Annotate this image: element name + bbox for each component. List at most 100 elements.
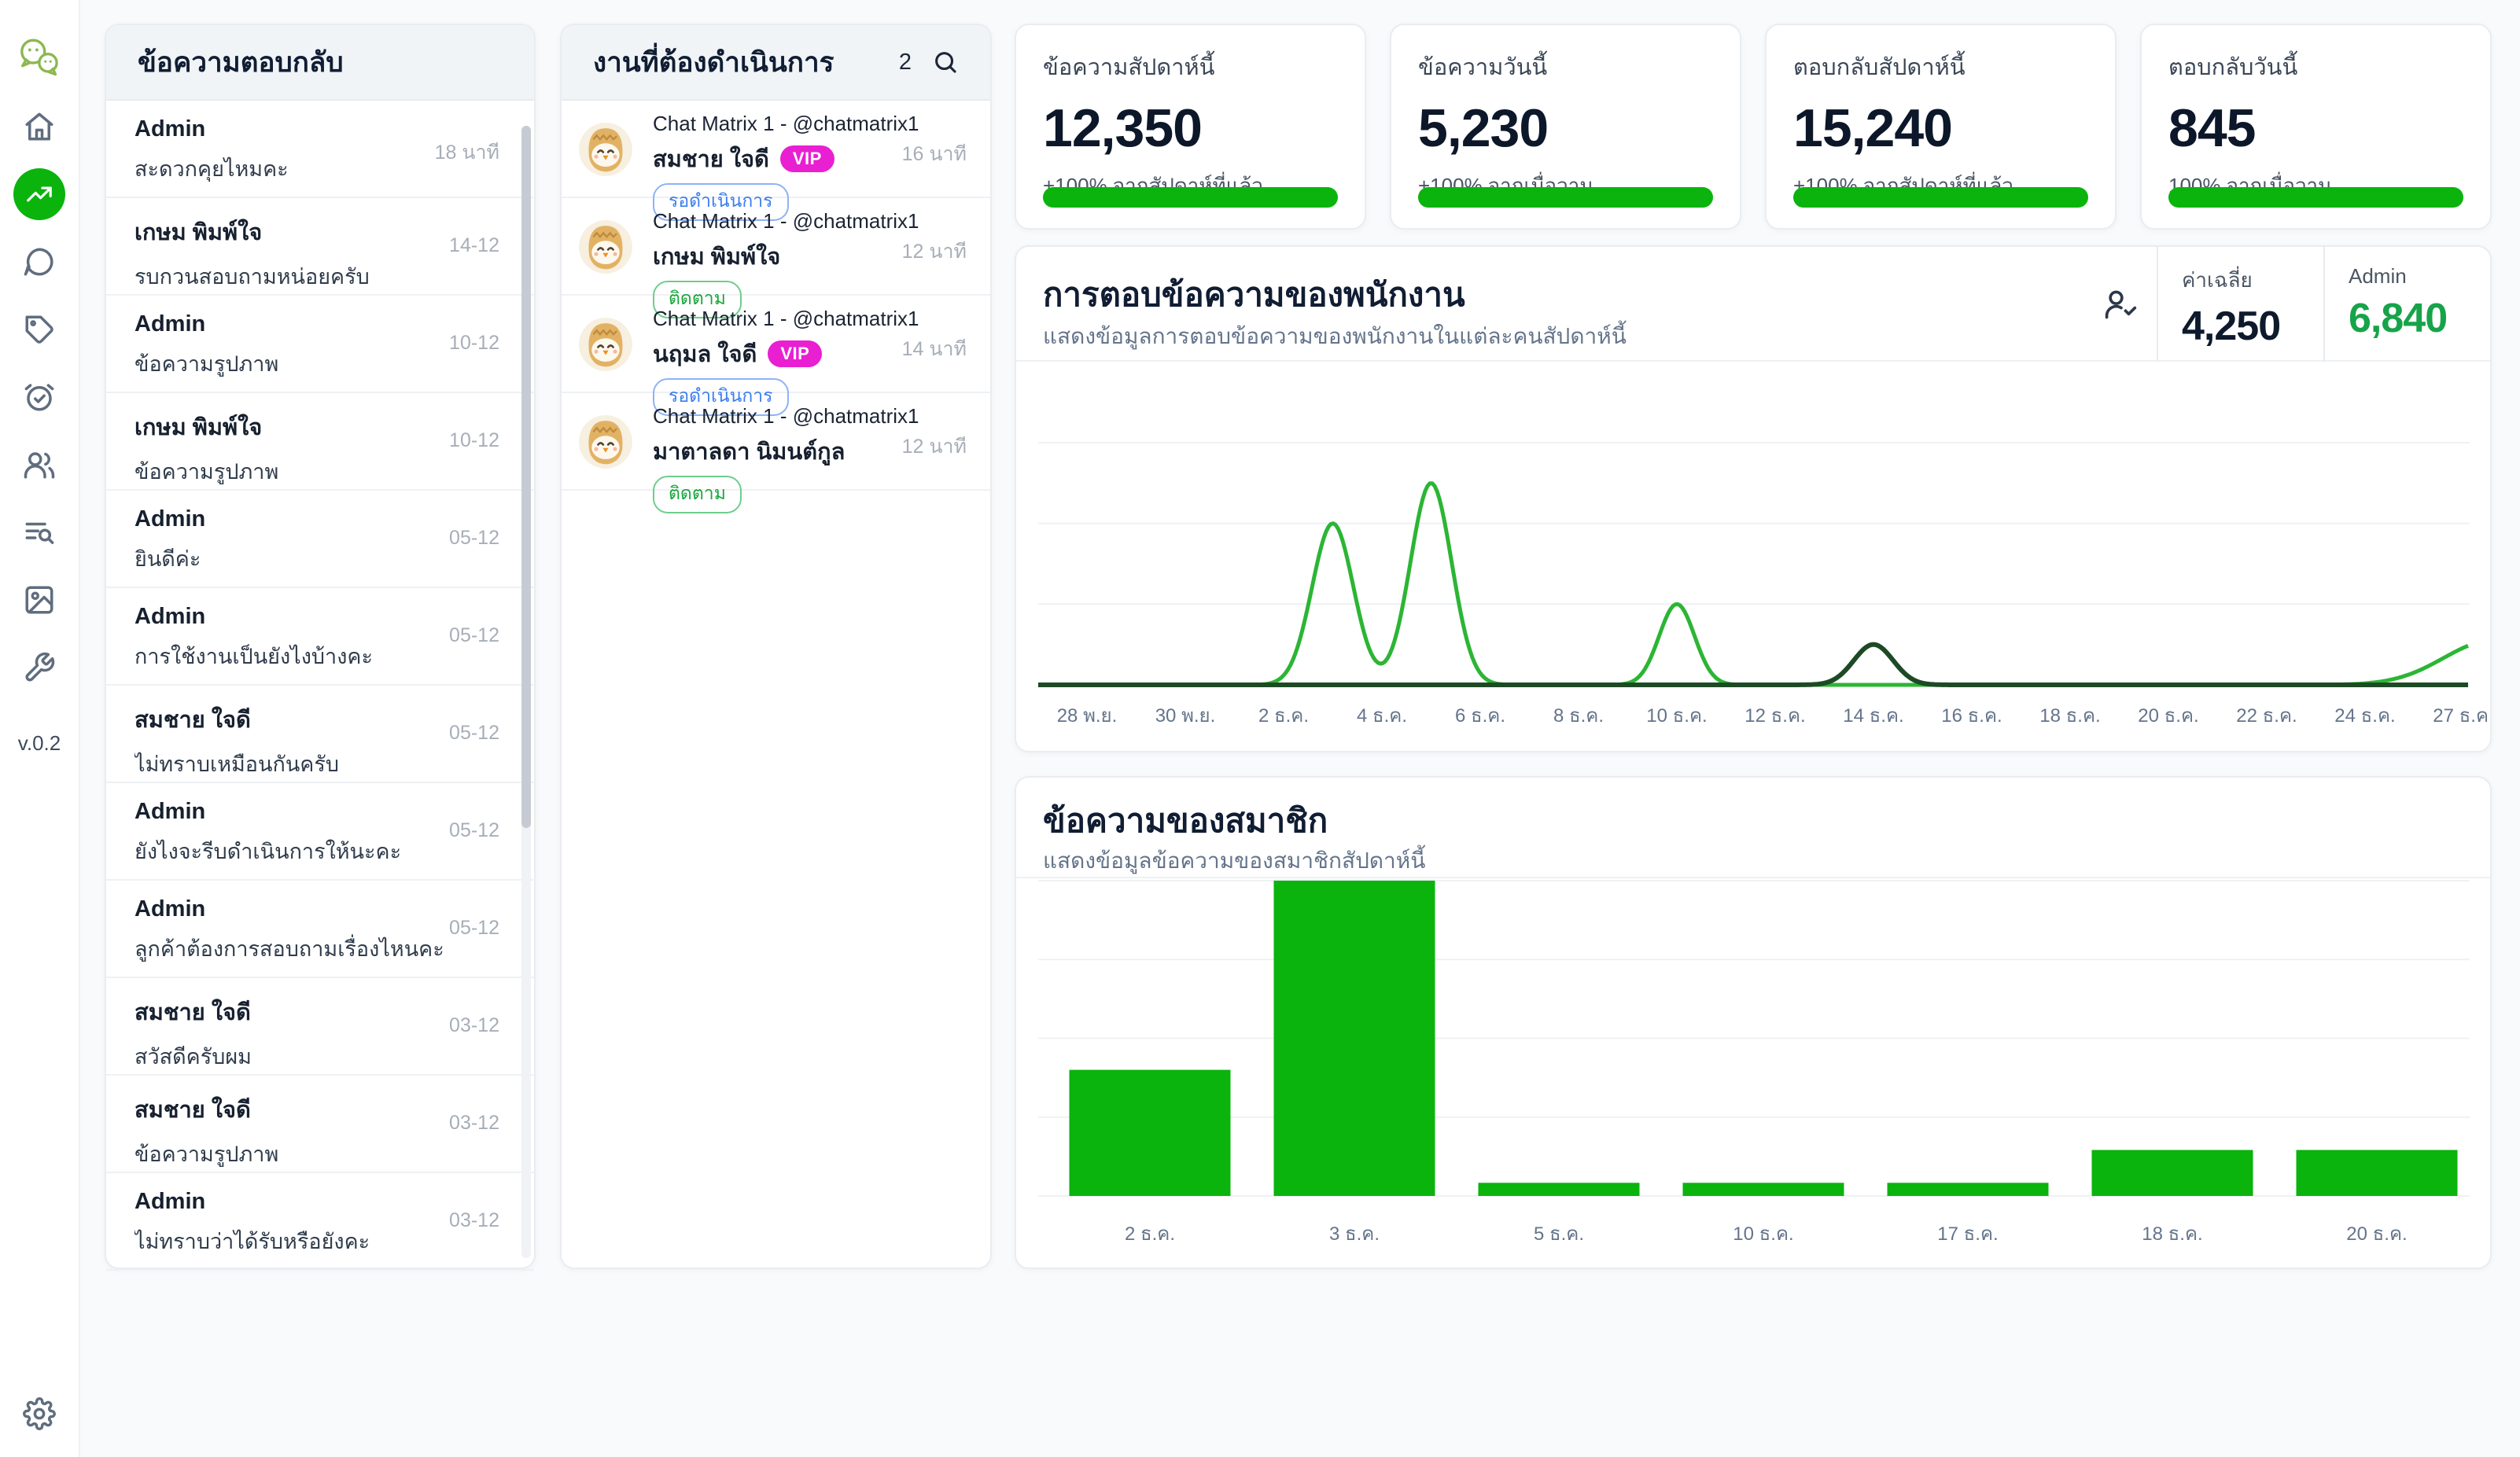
svg-text:20 ธ.ค.: 20 ธ.ค. [2346, 1223, 2407, 1245]
task-channel: Chat Matrix 1 - @chatmatrix1 [653, 307, 919, 330]
reply-sender: Admin [134, 506, 206, 532]
reply-list-item[interactable]: เกษม พิมพ์ใจ รบกวนสอบถามหน่อยครับ 14-12 [106, 198, 534, 296]
tasks-panel-title: งานที่ต้องดำเนินการ [593, 46, 834, 78]
svg-text:18 ธ.ค.: 18 ธ.ค. [2039, 705, 2100, 727]
reply-list-item[interactable]: Admin สะดวกคุยไหมคะ 18 นาที [106, 101, 534, 198]
task-status-badge: ติดตาม [653, 281, 742, 318]
task-status-badge: รอดำเนินการ [653, 378, 789, 416]
reply-list-item[interactable]: Admin ลูกค้าต้องการสอบถามเรื่องไหนคะ 05-12 [106, 881, 534, 978]
sidebar-nav [0, 93, 79, 701]
task-contact-name: มาตาลดา นิมนต์กูล [653, 440, 846, 465]
task-channel: Chat Matrix 1 - @chatmatrix1 [653, 404, 919, 428]
task-time: 16 นาที [901, 143, 967, 165]
reply-list-item[interactable]: Admin การใช้งานเป็นยังไงบ้างคะ 05-12 [106, 588, 534, 686]
svg-text:12 ธ.ค.: 12 ธ.ค. [1744, 705, 1805, 727]
sidebar-item-alarm-check[interactable] [0, 363, 79, 431]
metric-average[interactable]: ค่าเฉลี่ย 4,250 [2157, 247, 2323, 362]
svg-text:2 ธ.ค.: 2 ธ.ค. [1258, 705, 1309, 727]
svg-text:2 ธ.ค.: 2 ธ.ค. [1125, 1223, 1175, 1245]
reply-list-item[interactable]: Admin ยินดีค่ะ 05-12 [106, 491, 534, 588]
sidebar-item-settings[interactable] [0, 1397, 79, 1430]
staff-replies-panel: การตอบข้อความของพนักงาน แสดงข้อมูลการตอบ… [1015, 245, 2492, 752]
task-list: Chat Matrix 1 - @chatmatrix1 สมชาย ใจดี VI… [562, 101, 990, 513]
member-messages-title: ข้อความของสมาชิก [1043, 802, 1328, 839]
metric-admin-label: Admin [2349, 264, 2407, 288]
reply-list-item[interactable]: สมชาย ใจดี สวัสดีครับผม 03-12 [106, 978, 534, 1076]
member-messages-header: ข้อความของสมาชิก แสดงข้อมูลข้อความของสมา… [1016, 778, 2490, 878]
task-time: 14 นาที [901, 338, 967, 360]
reply-preview: สะดวกคุยไหมคะ [134, 157, 289, 181]
sidebar-item-wrench[interactable] [0, 634, 79, 701]
svg-text:4 ธ.ค.: 4 ธ.ค. [1357, 705, 1407, 727]
active-nav-circle [13, 168, 65, 220]
search-icon[interactable] [932, 49, 959, 75]
avatar [579, 415, 632, 469]
app-logo[interactable] [15, 27, 64, 90]
staff-replies-line-chart: 28 พ.ย. 30 พ.ย. 2 ธ.ค. 4 ธ.ค. 6 ธ.ค. 8 ธ.ค. 10… [1016, 360, 2490, 751]
member-messages-bar-chart: 2 ธ.ค. 3 ธ.ค. 5 ธ.ค. 10 ธ.ค. 17 ธ.ค. 18 ธ.ค. 2… [1016, 877, 2490, 1268]
reply-list-item[interactable]: Admin ยังไงจะรีบดำเนินการให้นะคะ 05-12 [106, 783, 534, 881]
stat-card-value: 12,350 [1043, 98, 1203, 158]
reply-time: 05-12 [449, 917, 499, 939]
reply-list-item[interactable]: Admin ข้อความรูปภาพ 10-12 [106, 296, 534, 393]
sidebar-item-list-search[interactable] [0, 499, 79, 566]
stat-card: ข้อความวันนี้ 5,230 +100% จากเมื่อวาน [1390, 24, 1741, 230]
staff-replies-header: การตอบข้อความของพนักงาน แสดงข้อมูลการตอบ… [1016, 247, 2490, 362]
reply-sender: สมชาย ใจดี [134, 1098, 251, 1123]
sidebar-item-image[interactable] [0, 566, 79, 634]
stat-card-value: 845 [2168, 98, 2256, 158]
alarm-check-icon [23, 381, 56, 414]
reply-preview: รบกวนสอบถามหน่อยครับ [134, 265, 370, 289]
task-list-item[interactable]: Chat Matrix 1 - @chatmatrix1 สมชาย ใจดี VI… [562, 101, 990, 221]
reply-time: 03-12 [449, 1112, 499, 1134]
sidebar-item-users[interactable] [0, 431, 79, 499]
reply-preview: ข้อความรูปภาพ [134, 352, 279, 376]
reply-time: 10-12 [449, 332, 499, 354]
task-list-item[interactable]: Chat Matrix 1 - @chatmatrix1 เกษม พิมพ์ใจ… [562, 198, 990, 318]
avatar [579, 220, 632, 274]
stat-card-title: ข้อความวันนี้ [1418, 55, 1548, 80]
reply-preview: ไม่ทราบเหมือนกันครับ [134, 752, 339, 776]
task-time: 12 นาที [901, 436, 967, 458]
sidebar-item-home[interactable] [0, 93, 79, 160]
reply-time: 03-12 [449, 1014, 499, 1036]
task-list-item[interactable]: Chat Matrix 1 - @chatmatrix1 นฤมล ใจดี VIP… [562, 296, 990, 416]
sidebar-item-chat-bubble[interactable] [0, 228, 79, 296]
svg-text:27 ธ.ค.: 27 ธ.ค. [2433, 705, 2490, 727]
reply-sender: สมชาย ใจดี [134, 708, 251, 733]
reply-list-item[interactable]: สมชาย ใจดี ไม่ทราบเหมือนกันครับ 05-12 [106, 686, 534, 783]
reply-scrollbar-thumb[interactable] [521, 126, 531, 828]
users-icon [23, 448, 56, 481]
svg-text:6 ธ.ค.: 6 ธ.ค. [1455, 705, 1505, 727]
reply-list-item[interactable]: Admin ไม่ทราบว่าได้รับหรือยังคะ 03-12 [106, 1173, 534, 1271]
reply-preview: การใช้งานเป็นยังไงบ้างคะ [134, 645, 373, 668]
reply-sender: Admin [134, 799, 206, 824]
metric-average-label: ค่าเฉลี่ย [2182, 268, 2253, 292]
tag-icon [23, 313, 56, 346]
reply-list-item[interactable]: เกษม พิมพ์ใจ ข้อความรูปภาพ 10-12 [106, 393, 534, 491]
stat-card: ตอบกลับสัปดาห์นี้ 15,240 +100% จากสัปดาห์ท… [1765, 24, 2117, 230]
sidebar-item-trending-up[interactable] [0, 160, 79, 228]
stat-card-title: ตอบกลับวันนี้ [2168, 55, 2298, 80]
reply-panel-title: ข้อความตอบกลับ [138, 46, 344, 78]
tasks-panel: งานที่ต้องดำเนินการ 2 Chat Matrix 1 - @c… [560, 24, 992, 1269]
reply-list-item[interactable]: สมชาย ใจดี ข้อความรูปภาพ 03-12 [106, 1076, 534, 1173]
svg-text:14 ธ.ค.: 14 ธ.ค. [1843, 705, 1903, 727]
task-contact-name: สมชาย ใจดี [653, 147, 769, 172]
metric-admin[interactable]: Admin 6,840 [2323, 247, 2490, 362]
stat-card-progress [1793, 187, 2088, 208]
user-check-icon[interactable] [2084, 247, 2157, 362]
svg-text:28 พ.ย.: 28 พ.ย. [1057, 705, 1118, 727]
reply-sender: Admin [134, 311, 206, 337]
stat-card-progress [1043, 187, 1338, 208]
stat-card: ตอบกลับวันนี้ 845 100% จากเมื่อวาน [2140, 24, 2492, 230]
sidebar-item-tag[interactable] [0, 296, 79, 363]
app-version: v.0.2 [17, 731, 61, 755]
task-list-item[interactable]: Chat Matrix 1 - @chatmatrix1 มาตาลดา นิมน… [562, 393, 990, 513]
reply-sender: Admin [134, 116, 206, 142]
avatar [579, 123, 632, 176]
staff-replies-metrics: ค่าเฉลี่ย 4,250 Admin 6,840 [2084, 247, 2490, 362]
member-messages-subtitle: แสดงข้อมูลข้อความของสมาชิกสัปดาห์นี้ [1043, 848, 1426, 873]
avatar [579, 318, 632, 371]
